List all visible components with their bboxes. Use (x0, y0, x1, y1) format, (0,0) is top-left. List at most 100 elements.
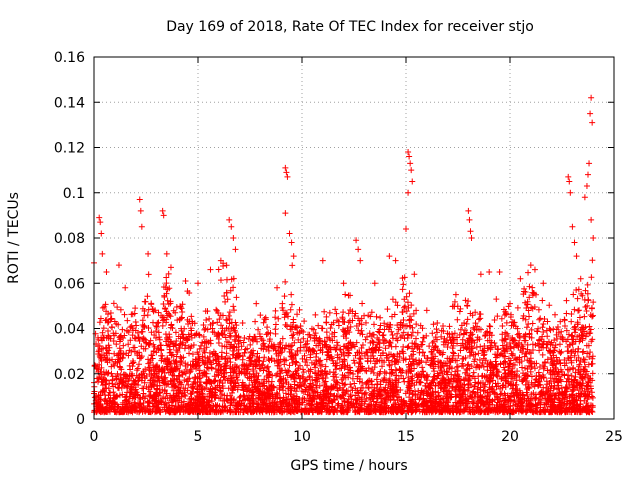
data-point (334, 360, 341, 367)
data-point (400, 375, 407, 382)
data-point (115, 321, 122, 328)
data-point (367, 358, 374, 365)
data-point (340, 386, 347, 393)
data-point (359, 331, 366, 338)
data-point (212, 391, 219, 398)
data-point (429, 389, 436, 396)
data-point (96, 361, 103, 368)
data-point (372, 360, 379, 367)
data-point (241, 370, 248, 377)
data-point (169, 367, 176, 374)
data-point (196, 345, 203, 352)
data-point (324, 334, 331, 341)
data-point (452, 357, 459, 364)
data-point (196, 367, 203, 374)
data-point (359, 300, 366, 307)
data-point (574, 295, 581, 302)
data-point (477, 326, 484, 333)
data-point (137, 401, 144, 408)
data-point (272, 314, 279, 321)
data-point (500, 352, 507, 359)
data-point (291, 385, 298, 392)
data-point (507, 360, 514, 367)
data-point (430, 360, 437, 367)
data-point (258, 335, 265, 342)
data-point (107, 335, 114, 342)
data-point (441, 376, 448, 383)
data-point (460, 393, 467, 400)
data-point (322, 363, 329, 370)
data-point (484, 328, 491, 335)
data-point (358, 405, 365, 412)
data-point (432, 334, 439, 341)
data-point (301, 395, 308, 402)
data-point (344, 344, 351, 351)
data-point (138, 353, 145, 360)
data-point (273, 392, 280, 399)
data-point (565, 331, 572, 338)
data-point (514, 304, 521, 311)
data-point (207, 378, 214, 385)
data-point (532, 341, 539, 348)
data-point (520, 345, 527, 352)
data-point (522, 337, 529, 344)
data-point (288, 291, 295, 298)
data-point (272, 395, 279, 402)
data-point (316, 382, 323, 389)
data-point (249, 389, 256, 396)
data-point (444, 330, 451, 337)
data-point (332, 366, 339, 373)
data-point (429, 357, 436, 364)
data-point (318, 395, 325, 402)
data-point (416, 379, 423, 386)
data-point (291, 339, 298, 346)
data-point (293, 359, 300, 366)
data-point (184, 288, 191, 295)
data-point (338, 403, 345, 410)
data-point (450, 340, 457, 347)
data-point (277, 358, 284, 365)
data-point (584, 290, 591, 297)
data-point (513, 381, 520, 388)
data-point (271, 404, 278, 411)
data-point (260, 401, 267, 408)
data-point (232, 361, 239, 368)
data-point (506, 340, 513, 347)
data-point (584, 403, 591, 410)
data-point (129, 311, 136, 318)
data-point (420, 403, 427, 410)
data-point (163, 308, 170, 315)
data-point (194, 404, 201, 411)
data-point (467, 392, 474, 399)
data-point (341, 381, 348, 388)
data-point (464, 344, 471, 351)
data-point (299, 373, 306, 380)
data-point (200, 398, 207, 405)
data-point (496, 403, 503, 410)
data-point (254, 406, 261, 413)
data-point (432, 403, 439, 410)
data-point (581, 296, 588, 303)
data-point (588, 274, 595, 281)
data-point (465, 298, 472, 305)
data-point (358, 384, 365, 391)
data-point (581, 313, 588, 320)
data-point (244, 374, 251, 381)
data-point (322, 370, 329, 377)
data-point (440, 328, 447, 335)
data-point (266, 371, 273, 378)
data-point (470, 324, 477, 331)
data-point (545, 397, 552, 404)
data-point (428, 348, 435, 355)
data-point (165, 369, 172, 376)
data-point (514, 342, 521, 349)
data-point (265, 374, 272, 381)
data-point (145, 406, 152, 413)
data-point (349, 308, 356, 315)
data-point (324, 348, 331, 355)
data-point (457, 347, 464, 354)
data-point (471, 383, 478, 390)
data-point (109, 399, 116, 406)
data-point (383, 370, 390, 377)
data-point (160, 358, 167, 365)
